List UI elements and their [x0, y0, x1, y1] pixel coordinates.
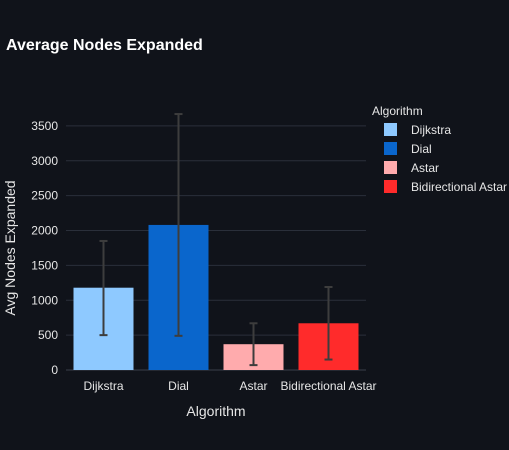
y-tick-label-500: 500: [38, 328, 58, 342]
chart-title: Average Nodes Expanded: [6, 37, 203, 54]
x-tick-labels: Dijkstra Dial Astar Bidirectional Astar: [83, 379, 376, 393]
x-tick-label-dial: Dial: [168, 379, 189, 393]
x-axis-title: Algorithm: [186, 403, 245, 419]
legend-label-astar: Astar: [411, 161, 439, 175]
x-tick-label-dijkstra: Dijkstra: [83, 379, 123, 393]
y-tick-labels: 0 500 1000 1500 2000 2500 3000 3500: [31, 119, 58, 377]
x-tick-label-bidirectional-astar: Bidirectional Astar: [280, 379, 376, 393]
legend-label-dijkstra: Dijkstra: [411, 123, 451, 137]
legend-swatch-bidirectional-astar: [384, 180, 397, 193]
legend-swatch-astar: [384, 161, 397, 174]
legend-swatch-dijkstra: [384, 123, 397, 136]
bars: [73, 224, 359, 370]
y-tick-label-3500: 3500: [31, 119, 58, 133]
y-tick-label-1500: 1500: [31, 258, 58, 272]
x-tick-label-astar: Astar: [239, 379, 267, 393]
legend: Algorithm Dijkstra Dial Astar Bidirectional…: [372, 104, 507, 194]
legend-items: Dijkstra Dial Astar Bidirectional Astar: [384, 123, 507, 194]
legend-label-dial: Dial: [411, 142, 432, 156]
y-tick-label-1000: 1000: [31, 293, 58, 307]
y-tick-label-0: 0: [51, 363, 58, 377]
legend-title: Algorithm: [372, 104, 423, 118]
legend-label-bidirectional-astar: Bidirectional Astar: [411, 180, 507, 194]
error-bars: [99, 113, 333, 367]
y-tick-label-2000: 2000: [31, 224, 58, 238]
y-axis-title: Avg Nodes Expanded: [2, 180, 18, 315]
y-tick-label-2500: 2500: [31, 189, 58, 203]
legend-swatch-dial: [384, 142, 397, 155]
y-tick-label-3000: 3000: [31, 154, 58, 168]
